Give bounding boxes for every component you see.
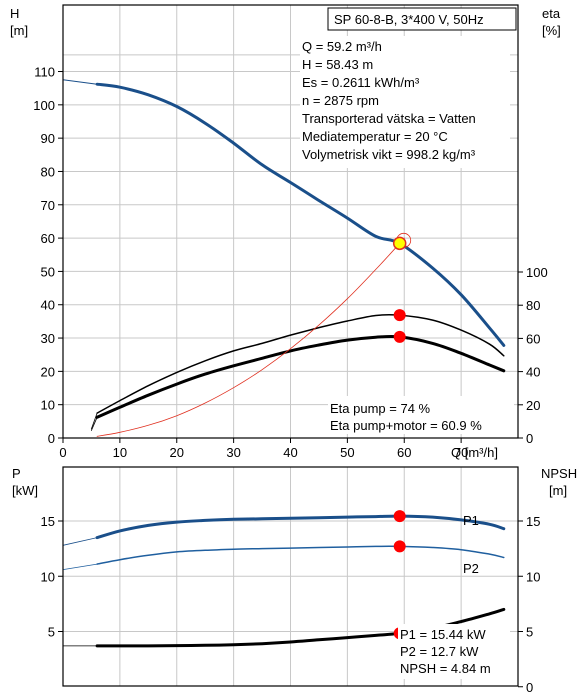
bottom-right-tick-label: 10: [526, 569, 540, 584]
bottom-left-tick-label: 10: [41, 569, 55, 584]
duty-point-marker: [392, 236, 407, 251]
left-tick-label: 70: [41, 198, 55, 213]
extrapolated-curve-segment: [91, 412, 98, 430]
bottom-panel-frame: [62, 466, 519, 687]
right-tick-label: 0: [526, 431, 533, 446]
bottom-right-axis-unit: [m]: [549, 483, 567, 498]
eta-pump-motor-text: Eta pump+motor = 60.9 %: [330, 418, 482, 433]
curve-6: [96, 237, 405, 437]
bottom-left-tick-label: 15: [41, 514, 55, 529]
x-tick-label: 10: [113, 445, 127, 460]
right-tick-label: 100: [526, 265, 548, 280]
top-right-axis-unit: [%]: [542, 23, 561, 38]
extrapolated-curve-segment: [62, 79, 98, 85]
x-tick-label: 60: [397, 445, 411, 460]
eta-pump-text: Eta pump = 74 %: [330, 401, 431, 416]
bottom-left-axis-name: P: [12, 466, 21, 481]
eta-backdrop: [328, 396, 514, 434]
bottom-left-tick-label: 5: [48, 625, 55, 640]
x-tick-label: 50: [340, 445, 354, 460]
top-panel-grid: 0 10 20 30 40 50 60 70 0 10 20 30 40 50 60 70 80 90 100 110…: [33, 5, 548, 460]
operating-point-marker: [393, 510, 406, 523]
x-tick-label: 0: [59, 445, 66, 460]
info-temperature: Mediatemperatur = 20 °C: [302, 129, 448, 144]
title-box: [327, 7, 517, 31]
top-left-axis-unit: [m]: [10, 23, 28, 38]
p1-curve: [95, 514, 506, 540]
left-tick-label: 40: [41, 298, 55, 313]
right-tick-label: 20: [526, 398, 540, 413]
info-density: Volymetrisk vikt = 998.2 kg/m³: [302, 147, 476, 162]
top-panel-frame: [62, 4, 519, 439]
left-tick-label: 20: [41, 364, 55, 379]
chart-title: SP 60-8-B, 3*400 V, 50Hz: [334, 12, 484, 27]
info-head: H = 58.43 m: [302, 57, 373, 72]
left-tick-label: 30: [41, 331, 55, 346]
result-p1: P1 = 15.44 kW: [400, 627, 486, 642]
operating-point-marker: [393, 540, 406, 553]
p1-curve-label: P1: [463, 513, 479, 528]
right-tick-label: 60: [526, 331, 540, 346]
left-tick-label: 60: [41, 231, 55, 246]
info-energy: Es = 0.2611 kWh/m³: [302, 75, 420, 90]
right-tick-label: 40: [526, 365, 540, 380]
info-backdrop: [300, 36, 510, 168]
result-backdrop: [398, 624, 510, 679]
bottom-right-tick-label: 0: [526, 680, 533, 695]
p2-curve-label: P2: [463, 561, 479, 576]
bottom-right-tick-label: 15: [526, 514, 540, 529]
extrapolated-curve-segment: [62, 563, 98, 570]
top-right-axis-name: eta: [542, 6, 561, 21]
x-axis-label: Q [m³/h]: [451, 445, 498, 460]
info-speed: n = 2875 rpm: [302, 93, 379, 108]
x-tick-label: 20: [170, 445, 184, 460]
bottom-left-axis-unit: [kW]: [12, 483, 38, 498]
left-tick-label: 50: [41, 264, 55, 279]
bottom-panel-grid: 5 10 15 0 5 10 15: [41, 467, 540, 695]
left-tick-label: 10: [41, 398, 55, 413]
p2-curve: [96, 545, 505, 565]
info-liquid: Transporterad vätska = Vatten: [302, 111, 476, 126]
operating-point-marker: [393, 309, 406, 322]
x-tick-label: 40: [283, 445, 297, 460]
bottom-right-axis-name: NPSH: [541, 466, 577, 481]
info-flow: Q = 59.2 m³/h: [302, 39, 382, 54]
curve-2: [96, 313, 505, 414]
bottom-panel-plot: [62, 510, 506, 648]
left-tick-label: 0: [48, 431, 55, 446]
top-left-axis-name: H: [10, 6, 19, 21]
operating-point-marker: [393, 330, 406, 343]
extrapolated-curve-segment: [62, 537, 98, 546]
right-tick-label: 80: [526, 298, 540, 313]
bottom-right-tick-label: 5: [526, 625, 533, 640]
curve-0: [95, 82, 506, 347]
result-p2: P2 = 12.7 kW: [400, 644, 479, 659]
curve-3: [95, 334, 506, 419]
left-tick-label: 90: [41, 131, 55, 146]
left-tick-label: 80: [41, 164, 55, 179]
left-tick-label: 110: [34, 65, 55, 80]
top-panel-plot: [62, 79, 506, 437]
left-tick-label: 100: [33, 98, 55, 113]
x-tick-label: 30: [226, 445, 240, 460]
x-tick-label: 70: [454, 445, 468, 460]
extrapolated-curve-segment: [91, 416, 98, 431]
result-npsh: NPSH = 4.84 m: [400, 661, 491, 676]
